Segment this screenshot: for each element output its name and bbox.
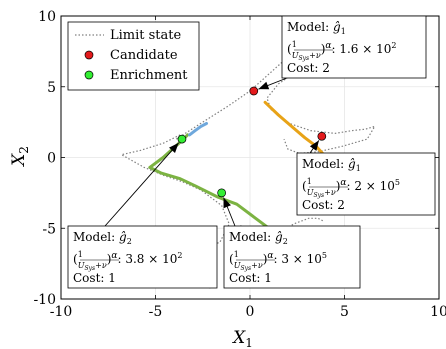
enrichment-point	[217, 188, 226, 198]
x-tick-label: 10	[430, 304, 446, 320]
annotation-arrowhead	[258, 81, 270, 90]
annotation-box	[281, 15, 427, 79]
x-axis-label: X1	[231, 328, 253, 349]
annotation-box-g1-candidate: Model: ĝ1 (1 USys+ν)α: 1.6 × 102 Cost: 2	[281, 15, 427, 79]
legend-limit-state-label: Limit state	[110, 28, 182, 43]
candidate-points	[249, 86, 327, 141]
limit-state-curve	[266, 41, 376, 154]
annotation-model-line: Model: ĝ2	[229, 230, 288, 246]
annotation-box-g2-enrichment: Model: ĝ2 (1 USys+ν)α: 3.8 × 102 Cost: 1	[67, 225, 218, 289]
annotation-model-line: Model: ĝ1	[287, 20, 346, 36]
legend: Limit state Candidate Enrichment	[67, 21, 200, 91]
x-tick-label: -10	[50, 304, 73, 320]
annotation-cost-line: Cost: 1	[229, 271, 272, 285]
enrichment-points	[177, 134, 226, 198]
candidate-point	[317, 131, 327, 141]
legend-enrichment-label: Enrichment	[110, 68, 188, 83]
y-tick-label: 10	[38, 9, 56, 25]
y-tick-label: 0	[47, 151, 56, 167]
annotation-box	[296, 152, 436, 216]
x-tick-labels: -10 -5 0 5 10	[50, 304, 446, 320]
annotation-cost-line: Cost: 2	[302, 198, 345, 212]
legend-enrichment-marker	[84, 70, 94, 80]
y-axis-label: X2	[9, 146, 31, 168]
annotation-model-line: Model: ĝ1	[302, 157, 361, 173]
annotation-arrow	[104, 142, 179, 227]
x-tick-label: -5	[149, 304, 163, 320]
annotation-model-line: Model: ĝ2	[73, 230, 132, 246]
tick-marks	[60, 15, 440, 300]
annotation-box-g2-enrichment-2: Model: ĝ2 (1 USys+ν)α: 3 × 105 Cost: 1	[223, 225, 361, 289]
enrichment-point	[177, 134, 187, 144]
legend-candidate-marker	[84, 50, 94, 60]
y-tick-label: -10	[33, 292, 56, 308]
annotation-box	[223, 225, 361, 289]
enrichment-branch	[188, 122, 208, 137]
candidate-point	[249, 86, 259, 96]
annotation-arrows	[104, 77, 320, 227]
y-tick-label: 5	[47, 80, 56, 96]
y-tick-label: -5	[42, 221, 56, 237]
annotation-cost-line: Cost: 1	[73, 271, 116, 285]
legend-candidate-label: Candidate	[110, 48, 178, 63]
x-tick-label: 0	[246, 304, 255, 320]
x-tick-label: 5	[340, 304, 349, 320]
annotation-cost-line: Cost: 2	[287, 61, 330, 75]
annotation-arrowhead	[169, 142, 179, 153]
y-tick-labels: 10 5 0 -5 -10	[33, 9, 56, 308]
annotation-arrowhead	[309, 140, 319, 151]
annotation-arrowhead	[223, 197, 231, 209]
enrichment-branch	[148, 133, 269, 229]
annotation-box	[67, 225, 218, 289]
annotation-box-g1-enrichment: Model: ĝ1 (1 USys+ν)α: 2 × 105 Cost: 2	[296, 152, 436, 216]
